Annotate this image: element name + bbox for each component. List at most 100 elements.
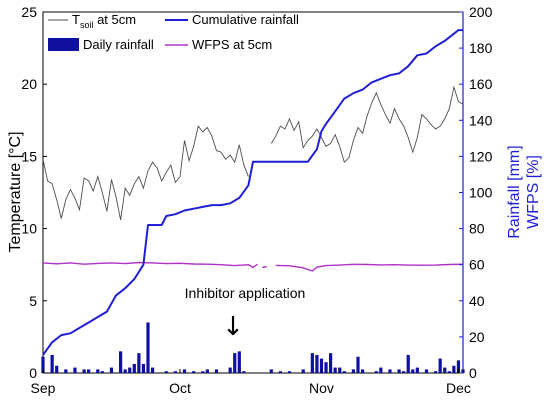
daily-rainfall-bar-24 (214, 369, 219, 373)
tsoil-line-1 (270, 85, 464, 164)
daily-rainfall-bar-42 (356, 356, 360, 373)
daily-rainfall-bar-0 (41, 356, 45, 373)
daily-rainfall-bar-13 (132, 363, 136, 373)
daily-rainfall-bar-33 (310, 353, 314, 373)
daily-rainfall-bar-46 (388, 369, 392, 373)
y-right-tick-label-6: 120 (469, 148, 493, 164)
annotation-text: Inhibitor application (185, 285, 306, 301)
daily-rainfall-bar-15 (141, 363, 146, 373)
x-tick-label-0: Sep (31, 380, 56, 396)
daily-rainfall-bar-7 (96, 369, 100, 373)
x-tick-label-1: Oct (169, 380, 191, 396)
y-right-tick-label-4: 80 (469, 221, 485, 237)
daily-rainfall-bar-21 (192, 371, 196, 373)
series-lines (42, 29, 464, 356)
daily-rainfall-bar-58 (456, 360, 461, 373)
daily-rainfall-bar-2 (55, 365, 59, 373)
daily-rainfall-bar-27 (237, 351, 241, 373)
y-right-tick-label-3: 60 (469, 257, 485, 273)
daily-rainfall-bar-17 (150, 367, 155, 373)
y-left-tick-label-3: 15 (21, 148, 37, 164)
daily-rainfall-bar-26 (233, 353, 237, 373)
y-left-label: Temperature [°C] (7, 131, 24, 252)
daily-rainfall-bar-19 (173, 371, 177, 373)
y-left-tick-label-0: 0 (29, 365, 37, 381)
daily-rainfall-bar-16 (146, 322, 150, 373)
axis-ticks: 0 5 10 15 20 25 0 20 40 60 80 100 120 140 160 180 200 Sep… (21, 4, 492, 396)
daily-rainfall-bar-1 (50, 354, 54, 373)
daily-rainfall-bar-39 (338, 367, 342, 373)
y-right-tick-label-10: 200 (469, 4, 493, 20)
cumulative-rainfall-line (42, 29, 463, 356)
y-left-tick-label-4: 20 (21, 76, 37, 92)
daily-rainfall-bar-9 (109, 367, 114, 373)
daily-rainfall-bar-54 (438, 358, 442, 373)
daily-rainfall-bar-31 (287, 371, 292, 373)
daily-rainfall-bar-45 (379, 367, 383, 373)
daily-rainfall-bar-56 (447, 371, 451, 373)
daily-rainfall-bars (41, 322, 465, 373)
annotation-arrow: ↓ (222, 312, 244, 342)
daily-rainfall-bar-12 (128, 367, 132, 373)
y-right-tick-label-8: 160 (469, 76, 493, 92)
y-right-tick-label-0: 0 (469, 365, 477, 381)
daily-rainfall-bar-36 (324, 362, 328, 373)
daily-rainfall-bar-59 (461, 369, 465, 373)
daily-rainfall-bar-10 (119, 351, 123, 373)
x-tick-label-2: Nov (309, 380, 334, 396)
legend-label-wfps: WFPS at 5cm (192, 37, 272, 52)
daily-rainfall-bar-29 (269, 369, 273, 373)
daily-rainfall-bar-8 (100, 371, 104, 373)
daily-rainfall-bar-22 (201, 371, 205, 373)
daily-rainfall-bar-25 (228, 367, 232, 373)
daily-rainfall-bar-40 (342, 371, 346, 373)
legend-tsoil-main: T (72, 12, 80, 27)
daily-rainfall-bar-14 (137, 353, 141, 373)
x-tick-label-3: Dec (446, 380, 471, 396)
y-left-tick-label-2: 10 (21, 221, 37, 237)
daily-rainfall-bar-53 (434, 371, 438, 373)
daily-rainfall-bar-41 (351, 369, 356, 373)
y-right-tick-label-1: 20 (469, 329, 485, 345)
daily-rainfall-bar-50 (411, 369, 415, 373)
y-right-tick-label-7: 140 (469, 112, 493, 128)
daily-rainfall-bar-32 (301, 369, 305, 373)
legend-label-cumulative: Cumulative rainfall (192, 12, 299, 27)
daily-rainfall-bar-28 (242, 371, 246, 373)
daily-rainfall-bar-4 (73, 367, 77, 373)
daily-rainfall-bar-5 (82, 369, 86, 373)
wfps-line-2 (275, 263, 464, 272)
daily-rainfall-bar-6 (87, 369, 91, 373)
daily-rainfall-bar-35 (319, 358, 324, 373)
daily-rainfall-bar-44 (374, 371, 378, 373)
legend-tsoil-rest: at 5cm (93, 12, 136, 27)
daily-rainfall-bar-47 (397, 369, 401, 373)
daily-rainfall-bar-18 (164, 371, 168, 373)
daily-rainfall-bar-37 (329, 353, 333, 373)
daily-rainfall-bar-51 (415, 367, 419, 373)
daily-rainfall-bar-30 (278, 371, 282, 373)
legend-label-daily: Daily rainfall (83, 37, 154, 52)
y-right-tick-label-2: 40 (469, 293, 485, 309)
daily-rainfall-bar-38 (333, 367, 337, 373)
plot-frame (42, 11, 464, 374)
daily-rainfall-bar-57 (452, 365, 456, 373)
tsoil-line-0 (42, 125, 249, 220)
legend: Tsoil at 5cm Cumulative rainfall Daily r… (48, 12, 299, 52)
daily-rainfall-bar-43 (360, 369, 365, 373)
y-right-label-rainfall: Rainfall [mm] (506, 145, 523, 238)
daily-rainfall-bar-52 (424, 369, 429, 373)
legend-tsoil-sub: soil (80, 20, 94, 30)
legend-swatch-daily (48, 38, 79, 51)
y-left-tick-label-5: 25 (21, 4, 37, 20)
wfps-line-0 (42, 261, 258, 269)
legend-label-tsoil: Tsoil at 5cm (72, 12, 136, 30)
y-right-label-wfps: WFPS [%] (525, 155, 542, 229)
daily-rainfall-bar-48 (402, 371, 406, 373)
daily-rainfall-bar-49 (406, 354, 410, 373)
daily-rainfall-bar-55 (443, 367, 447, 373)
daily-rainfall-bar-34 (315, 354, 319, 373)
daily-rainfall-bar-23 (205, 369, 209, 373)
y-left-tick-label-1: 5 (29, 293, 37, 309)
